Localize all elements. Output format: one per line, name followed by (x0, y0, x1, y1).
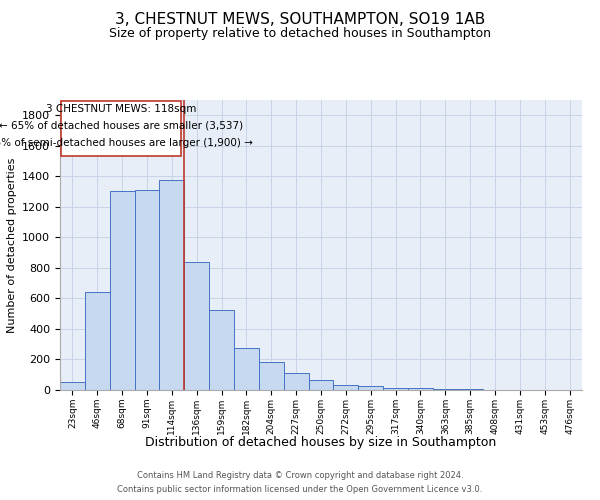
Bar (284, 373, 308, 390)
Bar (160, 180, 184, 390)
Bar (259, 362, 284, 390)
Bar (60, 382, 85, 390)
Bar (209, 310, 234, 390)
Bar (234, 348, 259, 390)
Bar (85, 292, 110, 390)
Bar (110, 191, 134, 390)
Bar (433, 389, 458, 390)
Bar (134, 190, 160, 390)
Bar (61, 101, 181, 156)
Text: Distribution of detached houses by size in Southampton: Distribution of detached houses by size … (145, 436, 497, 449)
Text: Contains public sector information licensed under the Open Government Licence v3: Contains public sector information licen… (118, 484, 482, 494)
Bar (334, 386, 358, 390)
Text: Contains HM Land Registry data © Crown copyright and database right 2024.: Contains HM Land Registry data © Crown c… (137, 472, 463, 480)
Bar (184, 262, 209, 390)
Bar (408, 388, 433, 390)
Text: 3 CHESTNUT MEWS: 118sqm: 3 CHESTNUT MEWS: 118sqm (46, 104, 196, 114)
Text: ← 65% of detached houses are smaller (3,537): ← 65% of detached houses are smaller (3,… (0, 120, 243, 130)
Bar (308, 380, 334, 390)
Text: Size of property relative to detached houses in Southampton: Size of property relative to detached ho… (109, 28, 491, 40)
Bar (383, 388, 408, 390)
Bar (358, 386, 383, 390)
Text: 3, CHESTNUT MEWS, SOUTHAMPTON, SO19 1AB: 3, CHESTNUT MEWS, SOUTHAMPTON, SO19 1AB (115, 12, 485, 28)
Y-axis label: Number of detached properties: Number of detached properties (7, 158, 17, 332)
Bar (458, 389, 482, 390)
Text: 35% of semi-detached houses are larger (1,900) →: 35% of semi-detached houses are larger (… (0, 138, 253, 147)
